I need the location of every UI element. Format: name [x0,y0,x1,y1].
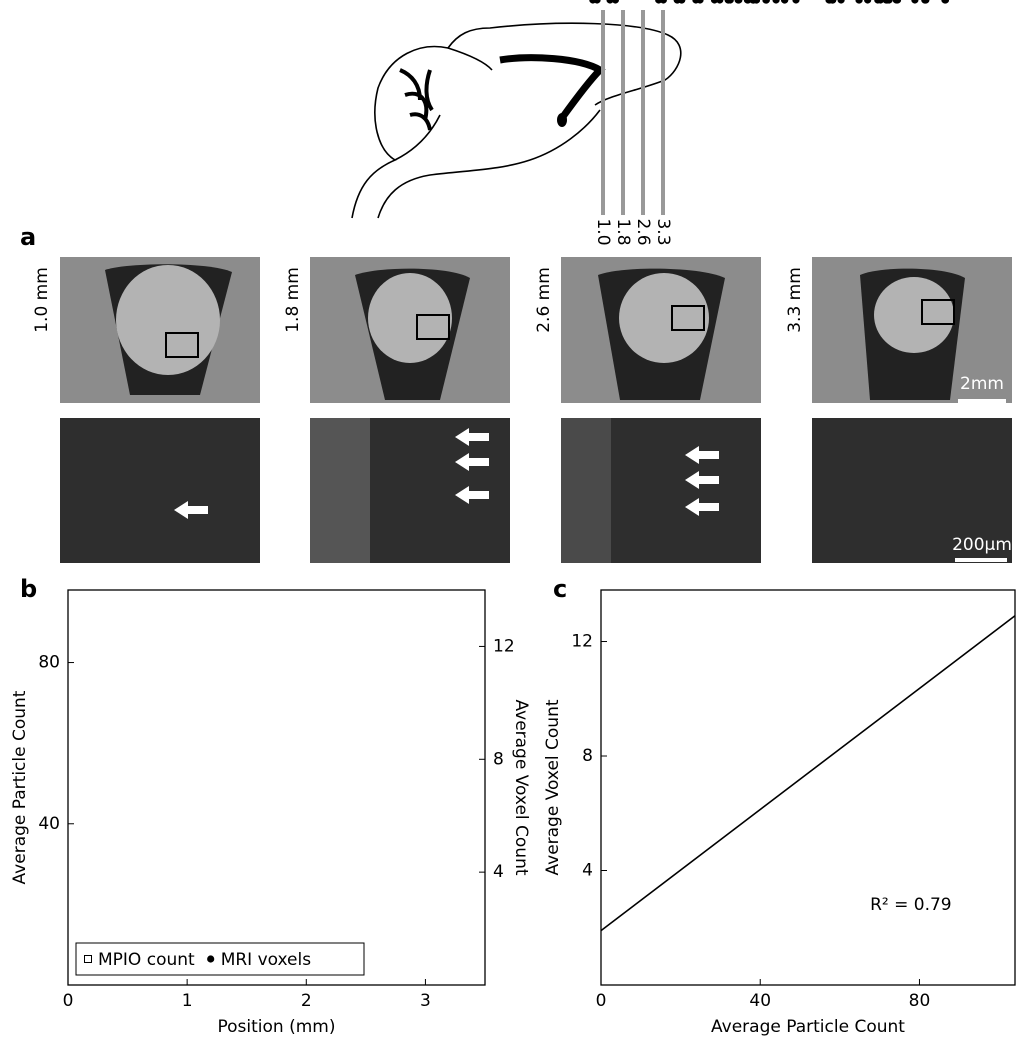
marker [655,0,663,4]
plot-frame [600,589,1016,986]
marker [800,0,808,7]
marker [602,0,610,7]
mri-images [60,257,1012,563]
slice-label: 2.6 [633,218,653,245]
schematic-blob [557,113,567,127]
marker [743,0,752,4]
marker [837,0,845,4]
legend-marker [84,955,92,963]
marker [606,0,614,4]
x-tick-label: 0 [596,991,607,1011]
marker [941,0,949,4]
x-tick-label: 40 [749,991,771,1011]
marker [726,0,734,4]
x-tick-label: 80 [909,991,931,1011]
y-tick-label: 80 [38,653,60,673]
y2-tick-label: 12 [493,636,515,656]
slice-lines [601,10,665,215]
marker [855,0,863,4]
plot-frame [67,589,486,986]
y2-tick-label: 4 [493,862,504,882]
marker [844,0,852,7]
trend-line [600,615,1016,932]
marker [692,0,700,4]
panel-label: a [20,223,36,251]
marker [864,0,872,4]
x-axis-label: Position (mm) [218,1017,336,1037]
slice-label: 1.8 [613,218,633,245]
scale-bar-label: 200μm [952,535,1012,555]
marker [832,0,840,7]
x-tick-label: 3 [420,991,431,1011]
x-tick-label: 0 [63,991,74,1011]
marker [911,0,919,4]
panel-label: b [20,575,37,603]
marker [749,0,757,4]
legend-marker [207,955,215,963]
marker [638,0,646,7]
y-tick-label: 4 [582,861,593,881]
marker [755,0,763,7]
marker [912,0,920,7]
legend-label: MPIO count [98,950,195,970]
y-tick-label: 12 [571,632,593,652]
marker [888,0,896,7]
marker [775,0,783,7]
marker [650,0,658,7]
marker [792,0,800,4]
marker [673,0,681,4]
marker [762,0,770,4]
x-tick-label: 1 [182,991,193,1011]
marker [882,0,890,4]
marker [622,0,630,7]
marker [876,0,885,4]
marker [675,0,683,7]
marker [892,0,900,4]
marker [699,0,707,7]
slice-label: 3.3 [653,218,673,245]
y-tick-label: 40 [38,814,60,834]
y-axis-label: Average Voxel Count [543,699,563,875]
marker [710,0,719,4]
marker [921,0,929,4]
legend-box [75,942,365,976]
marker [969,0,977,7]
marker [951,0,959,7]
position-label: 1.0 mm [32,267,52,333]
marker [825,0,833,4]
brain-schematic [351,22,682,219]
legend-label: MRI voxels [221,950,312,970]
marker [824,0,832,7]
marker [904,0,912,7]
position-label: 2.6 mm [534,267,554,333]
marker [611,0,619,4]
marker [707,0,715,7]
y2-axis-label: Average Voxel Count [511,699,531,875]
annotation: R² = 0.79 [870,895,952,915]
marker [772,0,780,4]
position-label: 1.8 mm [283,267,303,333]
y-tick-label: 8 [582,746,593,766]
marker [840,0,848,7]
position-label: 3.3 mm [785,267,805,333]
marker [589,0,597,4]
scale-bar-label: 2mm [960,374,1004,394]
y2-tick-label: 8 [493,749,504,769]
x-axis-label: Average Particle Count [711,1017,905,1037]
slice-label: 1.0 [593,218,613,245]
marker [759,0,767,7]
panel-label: c [553,575,567,603]
y-axis-label: Average Particle Count [10,690,30,884]
x-tick-label: 2 [301,991,312,1011]
marker [735,0,743,4]
marker [781,0,789,4]
